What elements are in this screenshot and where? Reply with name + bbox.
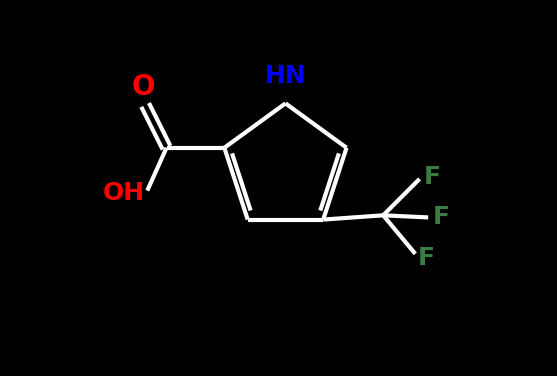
Text: F: F [432, 205, 449, 229]
Text: OH: OH [102, 181, 145, 205]
Text: HN: HN [265, 64, 306, 88]
Text: O: O [131, 73, 155, 101]
Text: F: F [417, 246, 434, 270]
Text: F: F [424, 165, 441, 189]
